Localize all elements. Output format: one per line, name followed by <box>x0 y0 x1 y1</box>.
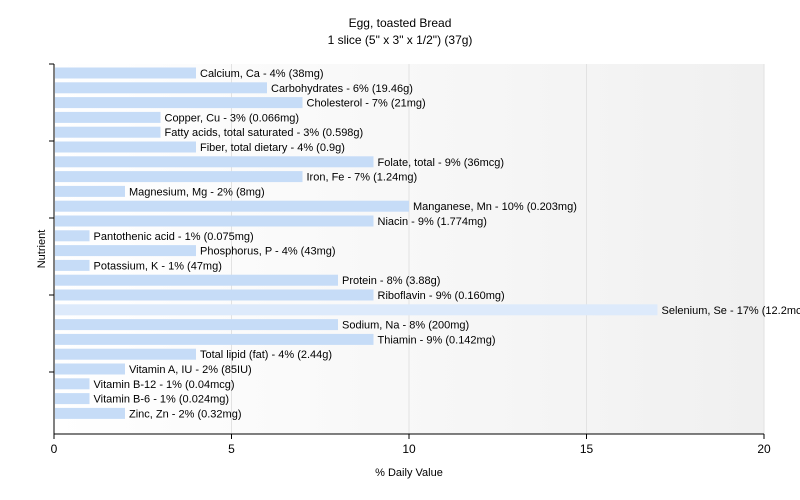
bar <box>55 348 196 360</box>
x-tick-label: 0 <box>51 442 58 456</box>
x-tick-label: 15 <box>580 442 594 456</box>
bar-label: Zinc, Zn - 2% (0.32mg) <box>129 408 241 420</box>
bar-label: Iron, Fe - 7% (1.24mg) <box>307 172 418 184</box>
bar-label: Vitamin B-6 - 1% (0.024mg) <box>94 394 230 406</box>
bar-label: Magnesium, Mg - 2% (8mg) <box>129 186 265 198</box>
bar-label: Cholesterol - 7% (21mg) <box>307 98 426 110</box>
bar <box>55 378 90 390</box>
bar-label: Copper, Cu - 3% (0.066mg) <box>165 112 300 124</box>
chart-subtitle: 1 slice (5" x 3" x 1/2") (37g) <box>328 33 473 47</box>
x-tick-label: 5 <box>228 442 235 456</box>
bar <box>55 363 125 375</box>
bar <box>55 259 90 271</box>
bar-label: Potassium, K - 1% (47mg) <box>94 260 222 272</box>
bar <box>55 245 196 257</box>
bar <box>55 407 125 419</box>
axes: 0 5 10 15 20 <box>49 63 771 456</box>
bar <box>55 289 374 301</box>
bar <box>55 171 303 183</box>
bar-label: Folate, total - 9% (36mcg) <box>378 157 505 169</box>
chart-title: Egg, toasted Bread <box>349 16 452 30</box>
grid-lines <box>231 64 765 434</box>
bar-label: Carbohydrates - 6% (19.46g) <box>271 83 413 95</box>
bar <box>55 230 90 242</box>
bar-label: Total lipid (fat) - 4% (2.44g) <box>200 349 332 361</box>
bar-label: Protein - 8% (3.88g) <box>342 275 440 287</box>
bar <box>55 333 374 345</box>
bar <box>55 185 125 197</box>
x-tick-label: 10 <box>402 442 416 456</box>
bar-label: Riboflavin - 9% (0.160mg) <box>378 290 505 302</box>
bar <box>55 393 90 405</box>
bar-label: Calcium, Ca - 4% (38mg) <box>200 68 323 80</box>
y-axis-label: Nutrient <box>36 230 48 269</box>
bar-label: Phosphorus, P - 4% (43mg) <box>200 246 336 258</box>
bar-label: Fiber, total dietary - 4% (0.9g) <box>200 142 345 154</box>
bars: Calcium, Ca - 4% (38mg) Carbohydrates - 6… <box>55 67 800 420</box>
bar-label: Fatty acids, total saturated - 3% (0.598… <box>165 127 364 139</box>
bar <box>55 200 409 212</box>
bar <box>55 82 267 94</box>
bar <box>55 156 374 168</box>
bar-label: Pantothenic acid - 1% (0.075mg) <box>94 231 254 243</box>
bar-label: Selenium, Se - 17% (12.2mcg) <box>662 305 800 317</box>
x-axis-label: % Daily Value <box>375 467 443 479</box>
bar <box>55 319 338 331</box>
bar-label: Sodium, Na - 8% (200mg) <box>342 320 469 332</box>
bar <box>55 67 196 79</box>
bar-label: Thiamin - 9% (0.142mg) <box>378 334 496 346</box>
bar <box>55 126 161 138</box>
bar <box>55 111 161 123</box>
bar-label: Vitamin B-12 - 1% (0.04mcg) <box>94 379 235 391</box>
bar <box>55 97 303 109</box>
bar <box>55 215 374 227</box>
x-tick-label: 20 <box>757 442 771 456</box>
bar-label: Niacin - 9% (1.774mg) <box>378 216 487 228</box>
bar-label: Manganese, Mn - 10% (0.203mg) <box>413 201 577 213</box>
bar-label: Vitamin A, IU - 2% (85IU) <box>129 364 252 376</box>
bar <box>55 274 338 286</box>
bar <box>55 141 196 153</box>
bar <box>55 304 658 316</box>
